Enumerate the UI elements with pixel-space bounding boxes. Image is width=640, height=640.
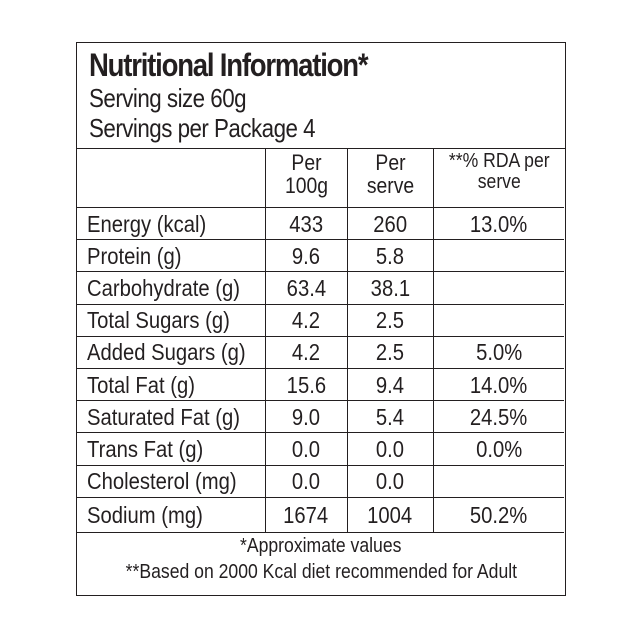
label-header: Nutritional Information* Serving size 60… — [77, 43, 565, 149]
nutrient-name: Sodium (mg) — [77, 497, 266, 533]
value-per-serve: 38.1 — [347, 271, 434, 305]
value-per-100g: 9.6 — [265, 239, 348, 273]
nutrient-name: Protein (g) — [77, 239, 266, 273]
value-rda: 14.0% — [433, 368, 564, 402]
value-per-100g: 433 — [265, 207, 348, 241]
value-per-serve: 260 — [347, 207, 434, 241]
serving-size: Serving size 60g — [89, 83, 247, 113]
nutrition-table: Per 100g Per serve **% RDA per serve Ene… — [77, 148, 564, 533]
table-row: Protein (g) 9.6 5.8 — [77, 239, 564, 273]
value-rda: 13.0% — [433, 207, 564, 241]
table-row: Sodium (mg) 1674 1004 50.2% — [77, 497, 564, 533]
nutrient-name: Added Sugars (g) — [77, 336, 266, 369]
label-title: Nutritional Information* — [89, 47, 369, 83]
table-row: Total Fat (g) 15.6 9.4 14.0% — [77, 368, 564, 402]
header-rda: **% RDA per serve — [433, 148, 564, 208]
value-per-serve: 2.5 — [347, 304, 434, 337]
value-per-100g: 0.0 — [265, 465, 348, 498]
nutrition-label: Nutritional Information* Serving size 60… — [76, 42, 566, 596]
nutrient-name: Total Fat (g) — [77, 368, 266, 402]
footnote-approximate: *Approximate values — [240, 535, 402, 557]
table-row: Energy (kcal) 433 260 13.0% — [77, 207, 564, 241]
value-per-serve: 5.4 — [347, 400, 434, 434]
value-per-serve: 2.5 — [347, 336, 434, 369]
table-row: Carbohydrate (g) 63.4 38.1 — [77, 271, 564, 305]
table-row: Cholesterol (mg) 0.0 0.0 — [77, 465, 564, 498]
value-rda: 24.5% — [433, 400, 564, 434]
value-per-100g: 1674 — [265, 497, 348, 533]
value-per-serve: 0.0 — [347, 432, 434, 466]
value-rda — [433, 304, 564, 337]
value-per-100g: 63.4 — [265, 271, 348, 305]
value-rda: 5.0% — [433, 336, 564, 369]
value-per-100g: 9.0 — [265, 400, 348, 434]
value-per-serve: 1004 — [347, 497, 434, 533]
table-row: Saturated Fat (g) 9.0 5.4 24.5% — [77, 400, 564, 434]
nutrient-name: Saturated Fat (g) — [77, 400, 266, 434]
nutrient-name: Trans Fat (g) — [77, 432, 266, 466]
header-per-serve-label: Per serve — [366, 150, 414, 198]
value-per-serve: 0.0 — [347, 465, 434, 498]
table-header-row: Per 100g Per serve **% RDA per serve — [77, 148, 564, 208]
label-footer: *Approximate values **Based on 2000 Kcal… — [77, 527, 565, 595]
value-rda: 50.2% — [433, 497, 564, 533]
value-rda — [433, 465, 564, 498]
value-per-serve: 9.4 — [347, 368, 434, 402]
nutrient-name: Carbohydrate (g) — [77, 271, 266, 305]
value-per-100g: 15.6 — [265, 368, 348, 402]
header-nutrient — [77, 148, 266, 208]
table-row: Total Sugars (g) 4.2 2.5 — [77, 304, 564, 337]
table-row: Trans Fat (g) 0.0 0.0 0.0% — [77, 432, 564, 466]
value-rda: 0.0% — [433, 432, 564, 466]
footnote-basis: **Based on 2000 Kcal diet recommended fo… — [125, 561, 517, 583]
nutrient-name: Energy (kcal) — [77, 207, 266, 241]
value-per-serve: 5.8 — [347, 239, 434, 273]
header-per-serve: Per serve — [347, 148, 434, 208]
header-per-100g: Per 100g — [265, 148, 348, 208]
value-per-100g: 4.2 — [265, 304, 348, 337]
header-rda-label: **% RDA per serve — [448, 150, 550, 193]
table-row: Added Sugars (g) 4.2 2.5 5.0% — [77, 336, 564, 369]
header-per-100g-label: Per 100g — [284, 150, 328, 198]
value-per-100g: 4.2 — [265, 336, 348, 369]
value-rda — [433, 271, 564, 305]
value-per-100g: 0.0 — [265, 432, 348, 466]
servings-per-package: Servings per Package 4 — [89, 113, 316, 143]
nutrient-name: Total Sugars (g) — [77, 304, 266, 337]
nutrient-name: Cholesterol (mg) — [77, 465, 266, 498]
value-rda — [433, 239, 564, 273]
